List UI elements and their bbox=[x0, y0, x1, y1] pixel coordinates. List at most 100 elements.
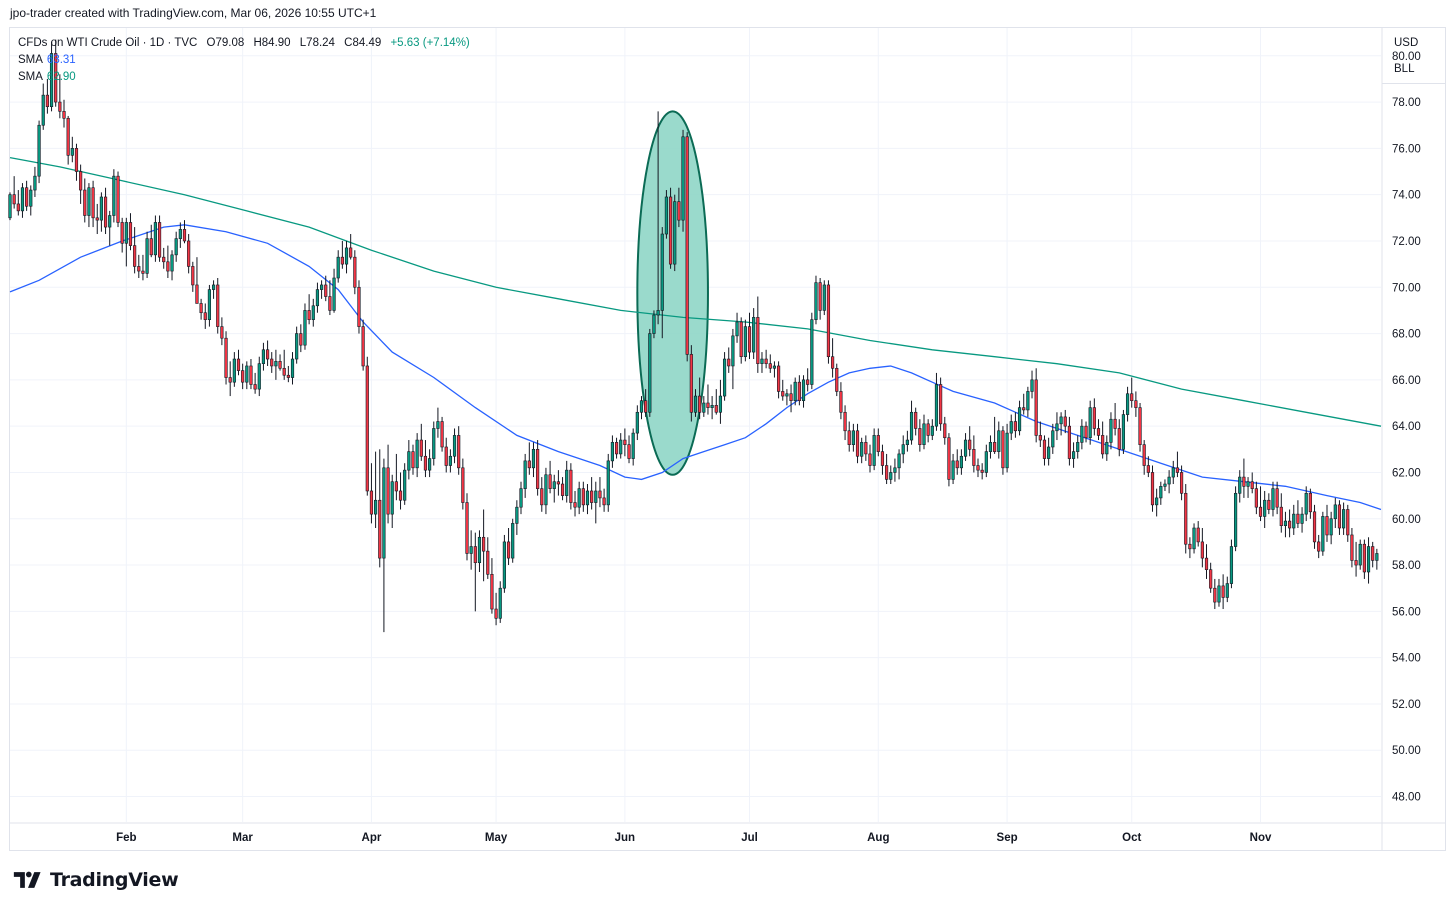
candle-body bbox=[398, 490, 403, 501]
candle-body bbox=[1076, 442, 1080, 452]
candle-body bbox=[257, 363, 261, 390]
candle bbox=[747, 312, 752, 360]
candle bbox=[955, 449, 959, 475]
candle-body bbox=[103, 196, 108, 228]
attribution-text: jpo-trader created with TradingView.com,… bbox=[10, 6, 377, 20]
candle-body bbox=[1092, 407, 1096, 429]
candle-body bbox=[556, 481, 560, 485]
candle bbox=[897, 449, 901, 480]
candle-body bbox=[984, 451, 988, 473]
candle-body bbox=[1312, 511, 1317, 543]
sma-slow-label: SMA bbox=[18, 71, 43, 83]
candle bbox=[1246, 477, 1250, 498]
candle bbox=[594, 481, 598, 524]
candle bbox=[182, 220, 187, 244]
candle-body bbox=[374, 499, 378, 515]
candle-body bbox=[62, 111, 66, 119]
candle-body bbox=[74, 148, 79, 172]
candle bbox=[1051, 423, 1055, 454]
candle-body bbox=[66, 117, 70, 156]
candle bbox=[228, 361, 232, 397]
candle bbox=[282, 349, 286, 380]
candle-body bbox=[282, 367, 286, 376]
candle-body bbox=[835, 367, 839, 392]
candle-body bbox=[299, 333, 303, 346]
candle-body bbox=[668, 196, 673, 265]
candle-body bbox=[1308, 492, 1312, 513]
candle-body bbox=[378, 499, 382, 559]
candle-body bbox=[1329, 518, 1333, 536]
candle-body bbox=[1317, 541, 1321, 552]
candle-body bbox=[336, 256, 340, 279]
candle bbox=[639, 396, 644, 420]
candle bbox=[41, 83, 45, 130]
candle bbox=[581, 481, 585, 512]
candle-body bbox=[45, 94, 49, 108]
time-tick-label: Mar bbox=[232, 832, 253, 844]
candle-body bbox=[1067, 425, 1071, 459]
candle bbox=[652, 310, 656, 339]
candle bbox=[415, 433, 419, 478]
candle-body bbox=[1321, 516, 1325, 552]
candle bbox=[843, 405, 847, 441]
symbol-description[interactable]: CFDs on WTI Crude Oil · 1D · TVC bbox=[18, 37, 198, 49]
candle bbox=[1209, 562, 1213, 593]
candle bbox=[993, 416, 997, 454]
candle-body bbox=[162, 256, 166, 263]
candle bbox=[590, 477, 594, 510]
candle bbox=[710, 396, 714, 420]
candle-body bbox=[444, 446, 448, 466]
candle-body bbox=[1346, 509, 1350, 536]
legend-sma-fast-row[interactable]: SMA 63.31 bbox=[18, 52, 476, 69]
candle-body bbox=[274, 361, 278, 367]
candle-body bbox=[789, 393, 793, 401]
currency-label[interactable]: USD bbox=[1394, 37, 1419, 49]
candle-body bbox=[265, 349, 270, 360]
candle bbox=[374, 451, 378, 529]
candle bbox=[648, 328, 652, 417]
candle bbox=[482, 509, 486, 582]
candle-body bbox=[814, 282, 818, 320]
candle bbox=[440, 416, 444, 452]
candle bbox=[1366, 537, 1371, 584]
candle-body bbox=[594, 490, 598, 503]
candle-body bbox=[1038, 435, 1042, 441]
candle bbox=[789, 384, 793, 413]
candle-body bbox=[37, 124, 41, 177]
candle-body bbox=[1142, 444, 1146, 466]
candle bbox=[918, 419, 922, 452]
candle bbox=[610, 435, 614, 468]
candle-body bbox=[448, 455, 452, 466]
candle bbox=[1159, 481, 1163, 505]
candle-body bbox=[1121, 414, 1126, 450]
candle bbox=[573, 490, 577, 517]
candle-body bbox=[876, 435, 880, 452]
candle-body bbox=[752, 317, 756, 353]
candle-body bbox=[461, 467, 465, 503]
candle-body bbox=[477, 536, 482, 564]
candle bbox=[1312, 504, 1317, 549]
price-tick-label: 60.00 bbox=[1392, 514, 1421, 526]
candle-body bbox=[211, 284, 216, 290]
candle-body bbox=[1179, 472, 1184, 494]
candle-body bbox=[1005, 432, 1009, 469]
candle bbox=[752, 308, 756, 360]
candle-body bbox=[993, 442, 997, 452]
price-scale-settings[interactable]: USD BLL bbox=[1382, 28, 1445, 84]
candle bbox=[1267, 493, 1271, 515]
candle-body bbox=[872, 435, 876, 466]
candle-body bbox=[432, 428, 436, 459]
candle bbox=[822, 280, 826, 316]
unit-label[interactable]: BLL bbox=[1394, 63, 1415, 75]
candle bbox=[930, 419, 934, 441]
legend-sma-slow-row[interactable]: SMA 62.90 bbox=[18, 69, 476, 86]
candle-body bbox=[1217, 585, 1221, 603]
price-tick-label: 70.00 bbox=[1392, 282, 1421, 294]
candle-body bbox=[523, 460, 527, 489]
candle bbox=[1001, 426, 1005, 475]
candle bbox=[1375, 548, 1379, 570]
candle-body bbox=[490, 574, 494, 610]
candle-body bbox=[855, 430, 860, 457]
candle-body bbox=[864, 442, 868, 455]
